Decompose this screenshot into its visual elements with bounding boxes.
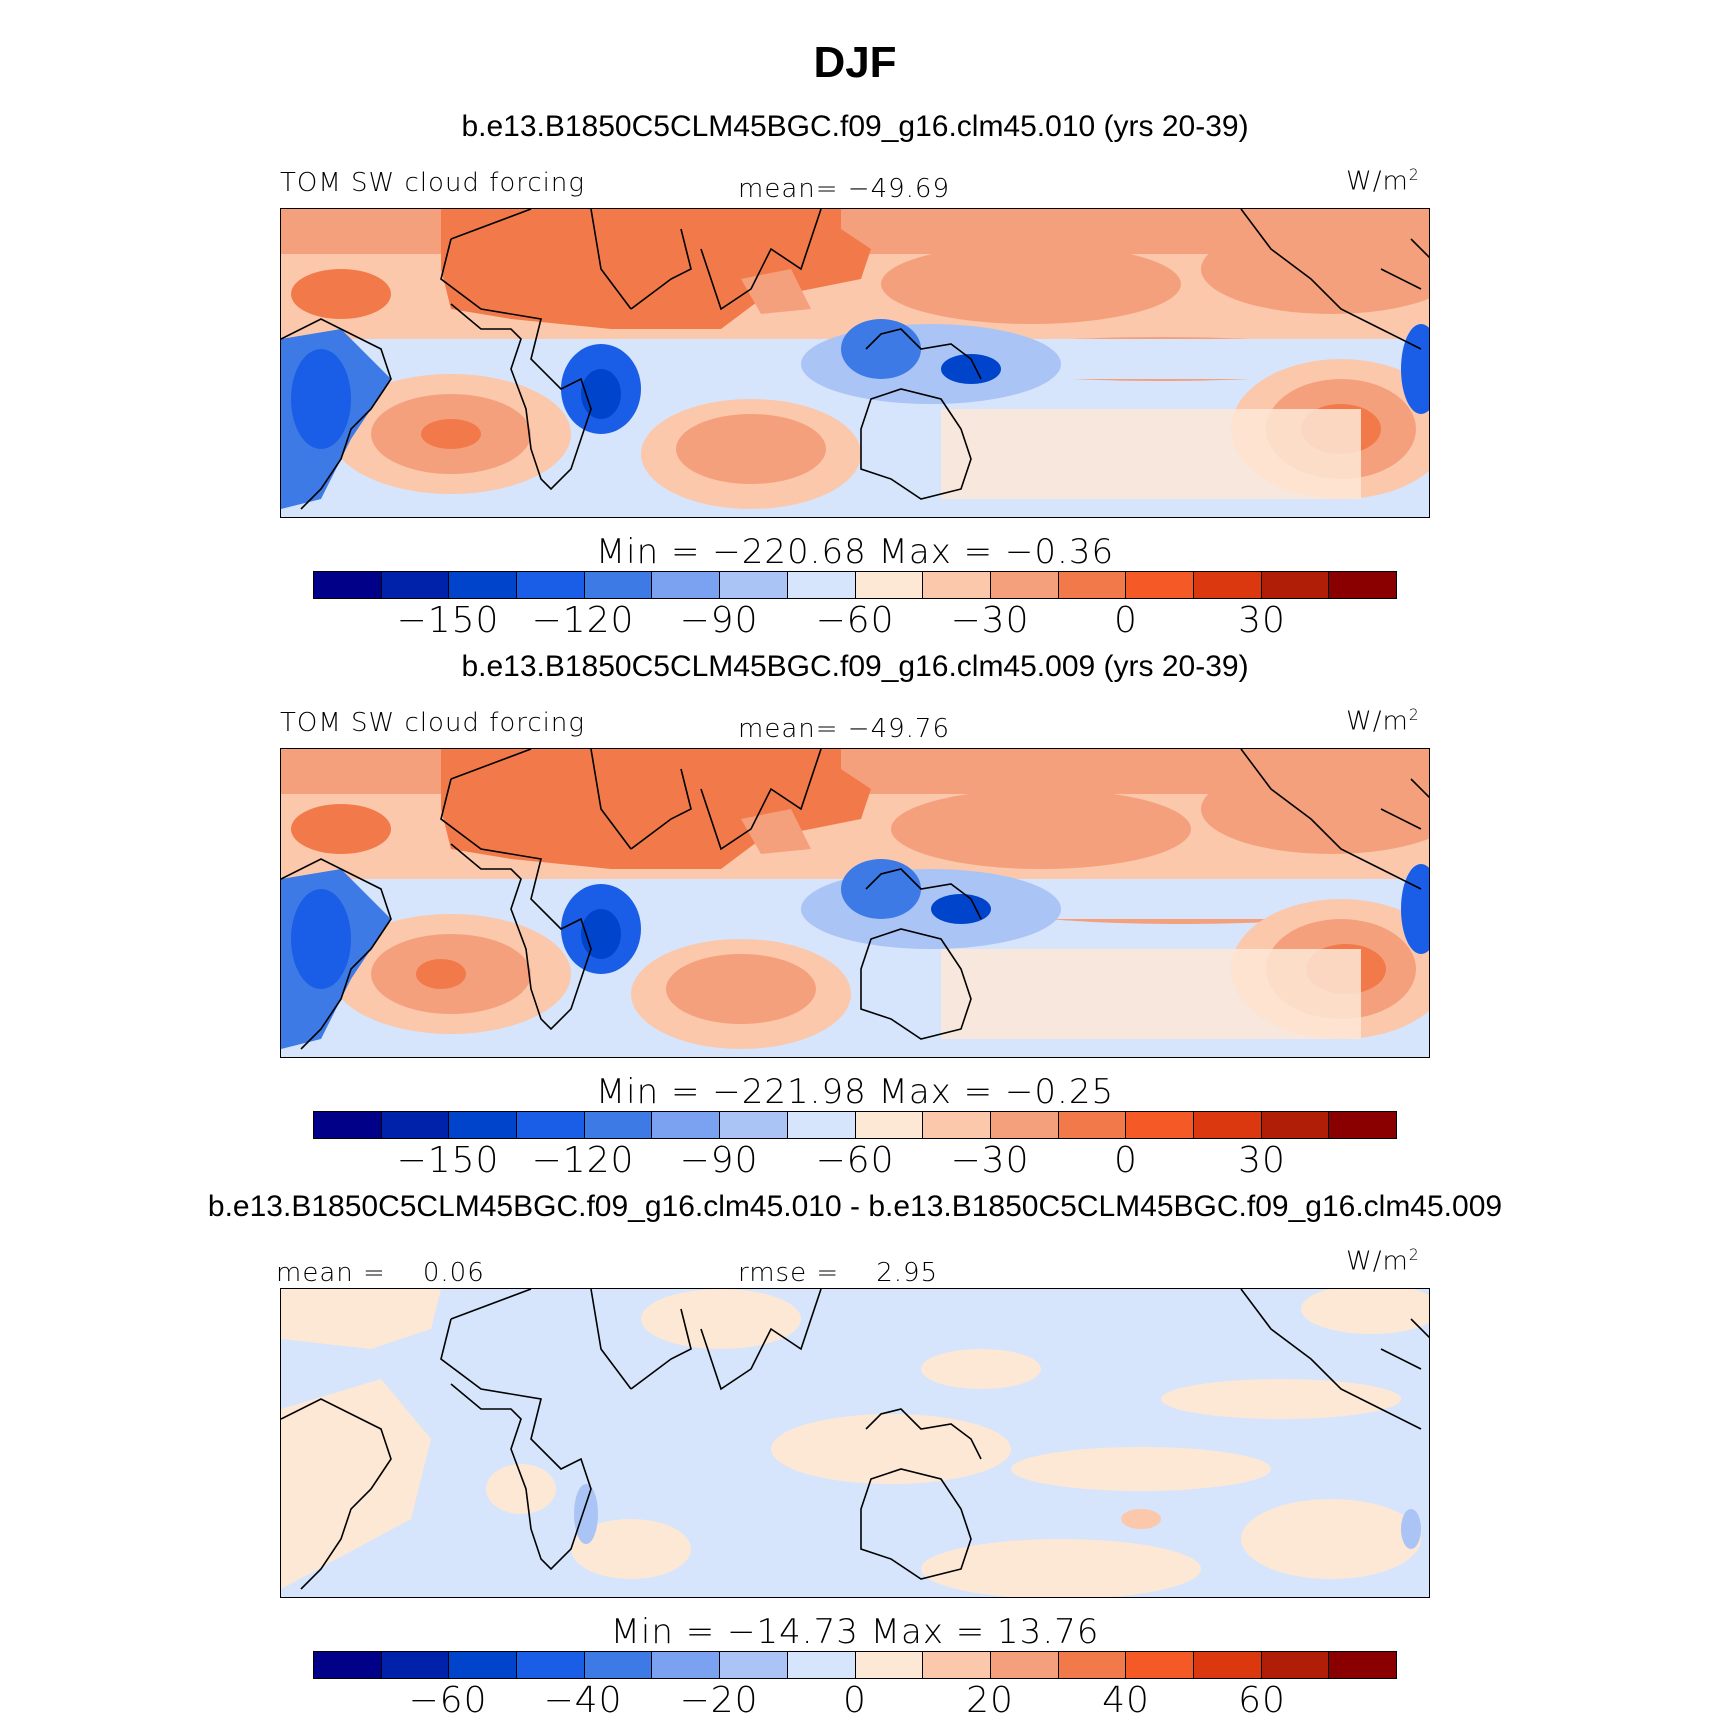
colorbar-segment [381, 1112, 450, 1138]
colorbar-segment [449, 572, 518, 598]
colorbar-segment [652, 1112, 721, 1138]
colorbar-segment [990, 572, 1059, 598]
colorbar-segment [923, 572, 991, 598]
colorbar-segment [652, 572, 721, 598]
panel-3-tick: 0 [843, 1680, 867, 1721]
colorbar-segment [1261, 572, 1330, 598]
colorbar-segment [314, 1652, 382, 1678]
panel-1-tick: −30 [950, 600, 1030, 641]
colorbar-segment [787, 572, 856, 598]
colorbar-segment [1329, 1652, 1396, 1678]
panel-2-minmax: Min = −221.98 Max = −0.25 [595, 1072, 1115, 1112]
panel-3-rmse-label: rmse = 2.95 [738, 1258, 939, 1288]
colorbar-segment [314, 572, 382, 598]
panel-1-variable-label: TOM SW cloud forcing [280, 168, 585, 198]
panel-3-tick: −60 [408, 1680, 488, 1721]
africa-eurasia-forcing-region [441, 209, 871, 329]
panel-3-tick: −40 [543, 1680, 623, 1721]
figure-title: DJF [813, 38, 897, 87]
panel-3-tick: 60 [1238, 1680, 1286, 1721]
colorbar-segment [517, 1112, 585, 1138]
colorbar-segment [923, 1112, 991, 1138]
colorbar-segment [1126, 1112, 1194, 1138]
colorbar-segment [381, 572, 450, 598]
panel-2-colorbar [313, 1111, 1397, 1139]
colorbar-segment [1193, 1652, 1262, 1678]
colorbar-segment [584, 572, 653, 598]
colorbar-segment [720, 1652, 788, 1678]
colorbar-segment [517, 572, 585, 598]
panel-2-run-title: b.e13.B1850C5CLM45BGC.f09_g16.clm45.009 … [461, 650, 1249, 683]
colorbar-segment [1058, 1112, 1127, 1138]
panel-1-tick: 30 [1238, 600, 1286, 641]
panel-3-units: W/m2 [1346, 1246, 1420, 1277]
colorbar-segment [923, 1652, 991, 1678]
panel-1-run-title: b.e13.B1850C5CLM45BGC.f09_g16.clm45.010 … [461, 110, 1249, 143]
panel-1-tick: 0 [1114, 600, 1138, 641]
panel-2-tick: −90 [679, 1140, 759, 1181]
panel-2-tick: −60 [815, 1140, 895, 1181]
panel-3-map [280, 1288, 1430, 1598]
panel-2-tick: −120 [531, 1140, 635, 1181]
colorbar-segment [1261, 1652, 1330, 1678]
panel-2-tick: −30 [950, 1140, 1030, 1181]
colorbar-segment [1193, 572, 1262, 598]
panel-3-minmax: Min = −14.73 Max = 13.76 [610, 1612, 1100, 1652]
panel-3-tick: −20 [679, 1680, 759, 1721]
colorbar-segment [449, 1112, 518, 1138]
colorbar-segment [855, 1112, 924, 1138]
panel-2-tick: 30 [1238, 1140, 1286, 1181]
colorbar-segment [652, 1652, 721, 1678]
colorbar-segment [381, 1652, 450, 1678]
colorbar-segment [1193, 1112, 1262, 1138]
panel-3-tick: 40 [1102, 1680, 1150, 1721]
panel-2-mean-label: mean= −49.76 [738, 714, 951, 744]
panel-3-tick: 20 [966, 1680, 1014, 1721]
panel-1-colorbar [313, 571, 1397, 599]
panel-1-mean-label: mean= −49.69 [738, 174, 951, 204]
colorbar-segment [1058, 572, 1127, 598]
panel-1-map [280, 208, 1430, 518]
panel-2-variable-label: TOM SW cloud forcing [280, 708, 585, 738]
colorbar-segment [1126, 572, 1194, 598]
colorbar-segment [990, 1112, 1059, 1138]
colorbar-segment [1329, 1112, 1396, 1138]
panel-1-minmax: Min = −220.68 Max = −0.36 [595, 532, 1115, 572]
colorbar-segment [314, 1112, 382, 1138]
colorbar-segment [1329, 572, 1396, 598]
colorbar-segment [855, 572, 924, 598]
colorbar-segment [787, 1652, 856, 1678]
panel-1-units: W/m2 [1346, 166, 1420, 197]
panel-2-tick: −150 [396, 1140, 500, 1181]
panel-1-tick: −90 [679, 600, 759, 641]
colorbar-segment [787, 1112, 856, 1138]
colorbar-segment [720, 1112, 788, 1138]
panel-2-map [280, 748, 1430, 1058]
colorbar-segment [1126, 1652, 1194, 1678]
colorbar-segment [449, 1652, 518, 1678]
colorbar-segment [1058, 1652, 1127, 1678]
colorbar-segment [855, 1652, 924, 1678]
panel-3-mean-label: mean = 0.06 [276, 1258, 485, 1288]
panel-2-units: W/m2 [1346, 706, 1420, 737]
colorbar-segment [720, 572, 788, 598]
colorbar-segment [584, 1112, 653, 1138]
panel-1-tick: −150 [396, 600, 500, 641]
colorbar-segment [1261, 1112, 1330, 1138]
panel-3-run-title: b.e13.B1850C5CLM45BGC.f09_g16.clm45.010 … [207, 1190, 1503, 1223]
panel-1-tick: −60 [815, 600, 895, 641]
panel-1-tick: −120 [531, 600, 635, 641]
colorbar-segment [990, 1652, 1059, 1678]
colorbar-segment [584, 1652, 653, 1678]
panel-2-tick: 0 [1114, 1140, 1138, 1181]
panel-3-colorbar [313, 1651, 1397, 1679]
colorbar-segment [517, 1652, 585, 1678]
